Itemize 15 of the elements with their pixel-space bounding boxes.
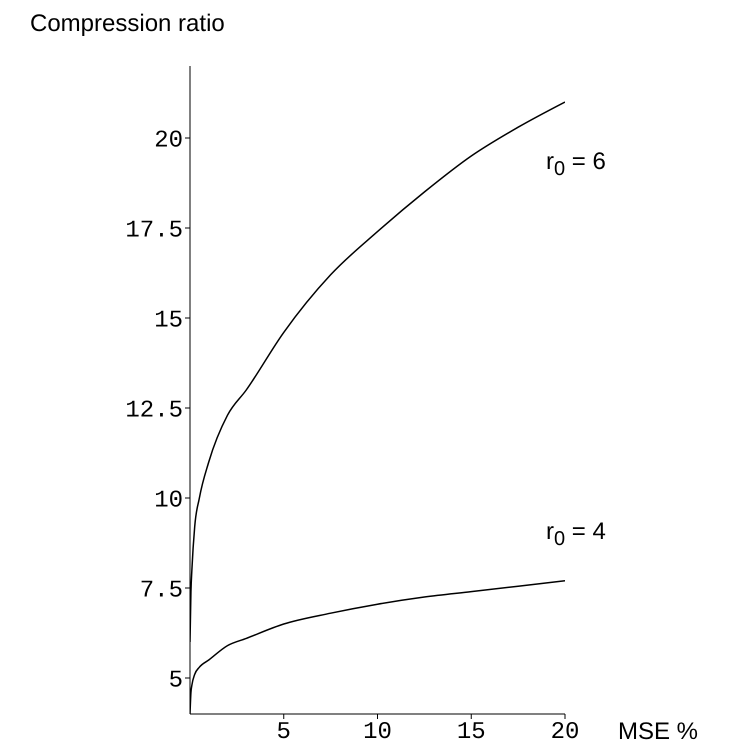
x-tick-label: 15 [456,719,486,746]
y-tick-label: 17.5 [125,218,183,245]
y-tick-label: 12.5 [125,398,183,425]
x-tick-label: 20 [550,719,580,746]
annotation: r$_{0}$ = 6 [546,148,606,181]
x-tick-label: 10 [363,719,392,746]
y-tick-label: 20 [154,128,183,155]
y-tick-label: 10 [154,488,183,515]
y-tick-label: 5 [168,668,183,695]
x-axis-title: MSE % [618,718,698,746]
x-tick-label: 5 [276,719,291,746]
y-tick-label: 7.5 [140,578,183,605]
y-axis-title: Compression ratio [30,10,225,38]
y-tick-label: 15 [154,308,183,335]
annotation: r$_{0}$ = 4 [546,518,606,551]
